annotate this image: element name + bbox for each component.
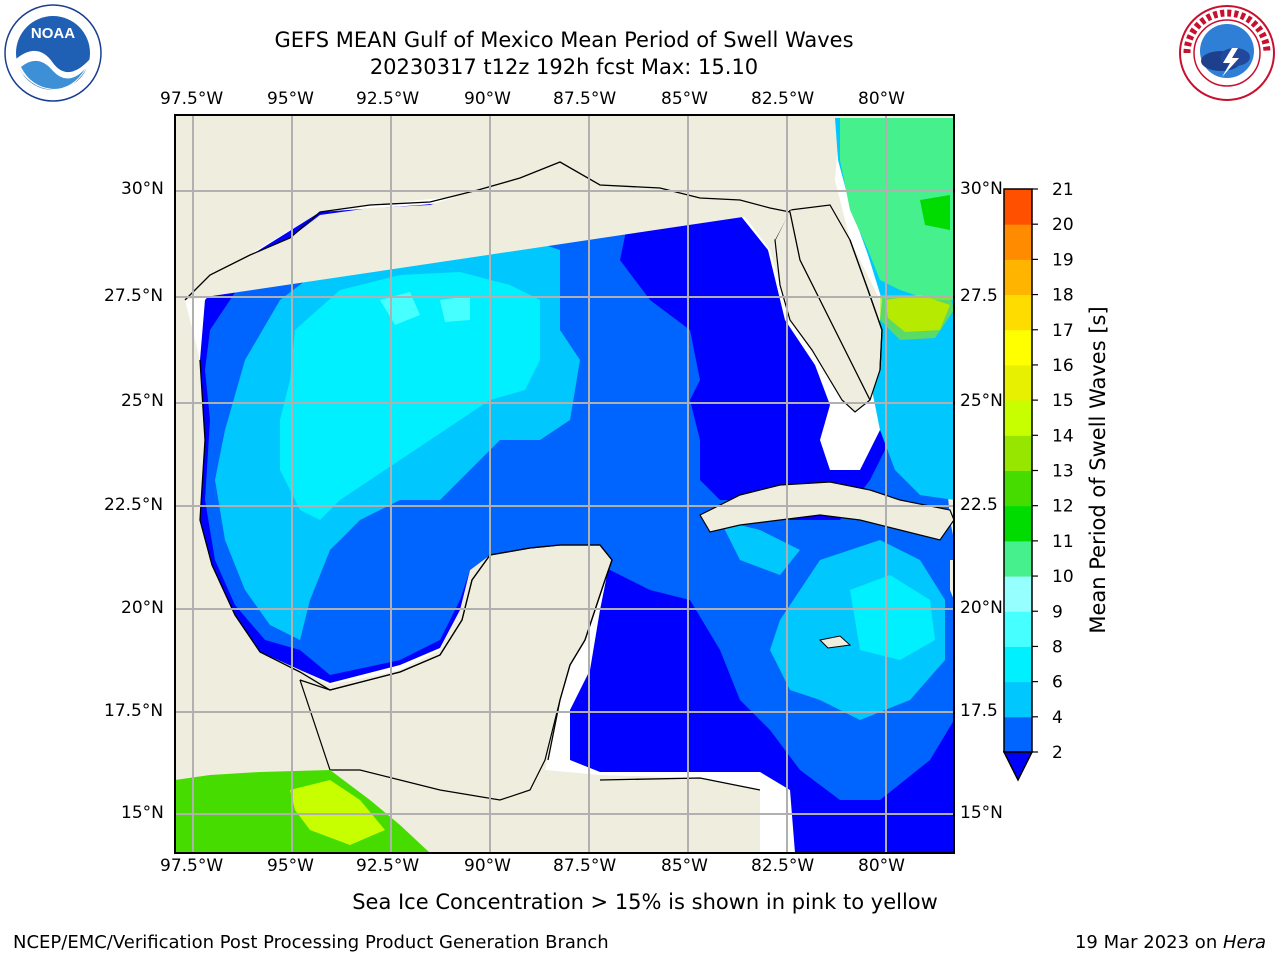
colorbar-tick-label: 19 <box>1052 250 1074 270</box>
lon-label-bottom: 82.5°W <box>751 856 815 876</box>
colorbar-box <box>1004 540 1032 577</box>
lon-label-top: 90°W <box>464 89 511 109</box>
lon-label-bottom: 90°W <box>464 856 511 876</box>
lat-label-left: 20°N <box>121 598 164 618</box>
colorbar-under-triangle <box>1002 751 1034 782</box>
swell-contour-atlantic-9to10 <box>840 118 954 300</box>
colorbar-tick-label: 9 <box>1052 602 1063 622</box>
colorbar-box <box>1004 329 1032 366</box>
swell-contour-atlantic-10to11 <box>920 195 950 230</box>
swell-contour-8to9 <box>380 292 470 325</box>
cuba-land <box>699 481 954 541</box>
colorbar-box <box>1004 716 1032 753</box>
colorbar-box <box>1004 505 1032 542</box>
lon-label-top: 80°W <box>858 89 905 109</box>
map-gridlines <box>175 115 954 853</box>
colorbar-tick-label: 14 <box>1052 426 1074 446</box>
colorbar-boxes <box>1004 189 1032 753</box>
colorbar-box <box>1004 646 1032 683</box>
lat-label-right: 22.5 <box>960 495 998 515</box>
footer-credit: NCEP/EMC/Verification Post Processing Pr… <box>13 932 609 953</box>
nws-logo <box>1177 3 1277 103</box>
colorbar-tick-label: 15 <box>1052 391 1074 411</box>
lon-label-bottom: 92.5°W <box>356 856 420 876</box>
colorbar-box <box>1004 259 1032 296</box>
lat-label-right: 15°N <box>960 803 1003 823</box>
colorbar-tick-label: 2 <box>1052 743 1063 763</box>
lat-label-right: 20°N <box>960 598 1003 618</box>
mexico-west-coast <box>175 300 300 680</box>
lon-label-bottom: 85°W <box>661 856 708 876</box>
lat-label-left: 15°N <box>121 803 164 823</box>
lon-label-bottom: 87.5°W <box>553 856 617 876</box>
lat-label-left: 17.5°N <box>104 701 164 721</box>
colorbar-tick-label: 11 <box>1052 532 1074 552</box>
lat-label-right: 30°N <box>960 179 1003 199</box>
colorbar-tick-label: 12 <box>1052 497 1074 517</box>
lon-label-bottom: 80°W <box>858 856 905 876</box>
colorbar-box <box>1004 294 1032 331</box>
jamaica-land <box>818 635 852 649</box>
lon-label-top: 92.5°W <box>356 89 420 109</box>
colorbar-tick-label: 13 <box>1052 462 1074 482</box>
pacific-refill-yellow <box>290 780 385 845</box>
lon-label-bottom: 97.5°W <box>160 856 224 876</box>
colorbar-box <box>1004 435 1032 471</box>
lon-label-bottom: 95°W <box>267 856 314 876</box>
lon-label-top: 97.5°W <box>160 89 224 109</box>
colorbar-box <box>1004 224 1032 260</box>
colorbar-box <box>1004 681 1032 718</box>
swell-contour-atlantic-13to14 <box>880 295 954 340</box>
map-contents <box>175 115 954 853</box>
coastlines <box>184 161 883 791</box>
lon-label-top: 87.5°W <box>553 89 617 109</box>
footer-machine: Hera <box>1222 932 1266 953</box>
colorbar-box <box>1004 189 1032 225</box>
colorbar-tick-label: 21 <box>1052 180 1074 200</box>
chart-subtitle: 20230317 t12z 192h fcst Max: 15.10 <box>369 55 759 79</box>
lat-label-left: 25°N <box>121 391 164 411</box>
colorbar-box <box>1004 400 1032 436</box>
colorbar-box <box>1004 611 1032 647</box>
lon-label-top: 95°W <box>267 89 314 109</box>
lon-label-top: 82.5°W <box>751 89 815 109</box>
colorbar-tick-label: 6 <box>1052 673 1063 693</box>
chart-title: GEFS MEAN Gulf of Mexico Mean Period of … <box>274 28 854 52</box>
colorbar-ticks: 2 4 6 8 9 10 11 12 13 14 15 16 17 18 19 20 21 <box>1032 180 1074 763</box>
lat-label-right: 27.5 <box>960 286 998 306</box>
footer-date-text: 19 Mar 2023 on <box>1074 932 1223 953</box>
colorbar-tick-label: 20 <box>1052 215 1074 235</box>
lat-label-left: 22.5°N <box>104 495 164 515</box>
colorbar-tick-label: 17 <box>1052 321 1074 341</box>
lat-label-left: 27.5°N <box>104 286 164 306</box>
colorbar-tick-label: 8 <box>1052 637 1063 657</box>
footer-date: 19 Mar 2023 on Hera <box>1075 932 1266 953</box>
gulf-north-coast <box>175 115 954 300</box>
colorbar-label: Mean Period of Swell Waves [s] <box>1086 306 1110 634</box>
noaa-logo: NOAA <box>3 3 103 103</box>
lon-label-top: 85°W <box>661 89 708 109</box>
map-frame <box>174 114 955 854</box>
colorbar-tick-label: 18 <box>1052 286 1074 306</box>
colorbar-tick-label: 10 <box>1052 567 1074 587</box>
sea-ice-note: Sea Ice Concentration > 15% is shown in … <box>352 890 938 914</box>
colorbar-box <box>1004 364 1032 401</box>
colorbar-tick-label: 4 <box>1052 708 1063 728</box>
swell-contour-6to8 <box>280 272 935 660</box>
lat-label-left: 30°N <box>121 179 164 199</box>
colorbar-box <box>1004 576 1032 612</box>
colorbar-tick-label: 16 <box>1052 356 1074 376</box>
lat-label-right: 17.5 <box>960 701 998 721</box>
lat-label-right: 25°N <box>960 391 1003 411</box>
noaa-logo-text: NOAA <box>31 25 75 42</box>
colorbar-box <box>1004 470 1032 507</box>
